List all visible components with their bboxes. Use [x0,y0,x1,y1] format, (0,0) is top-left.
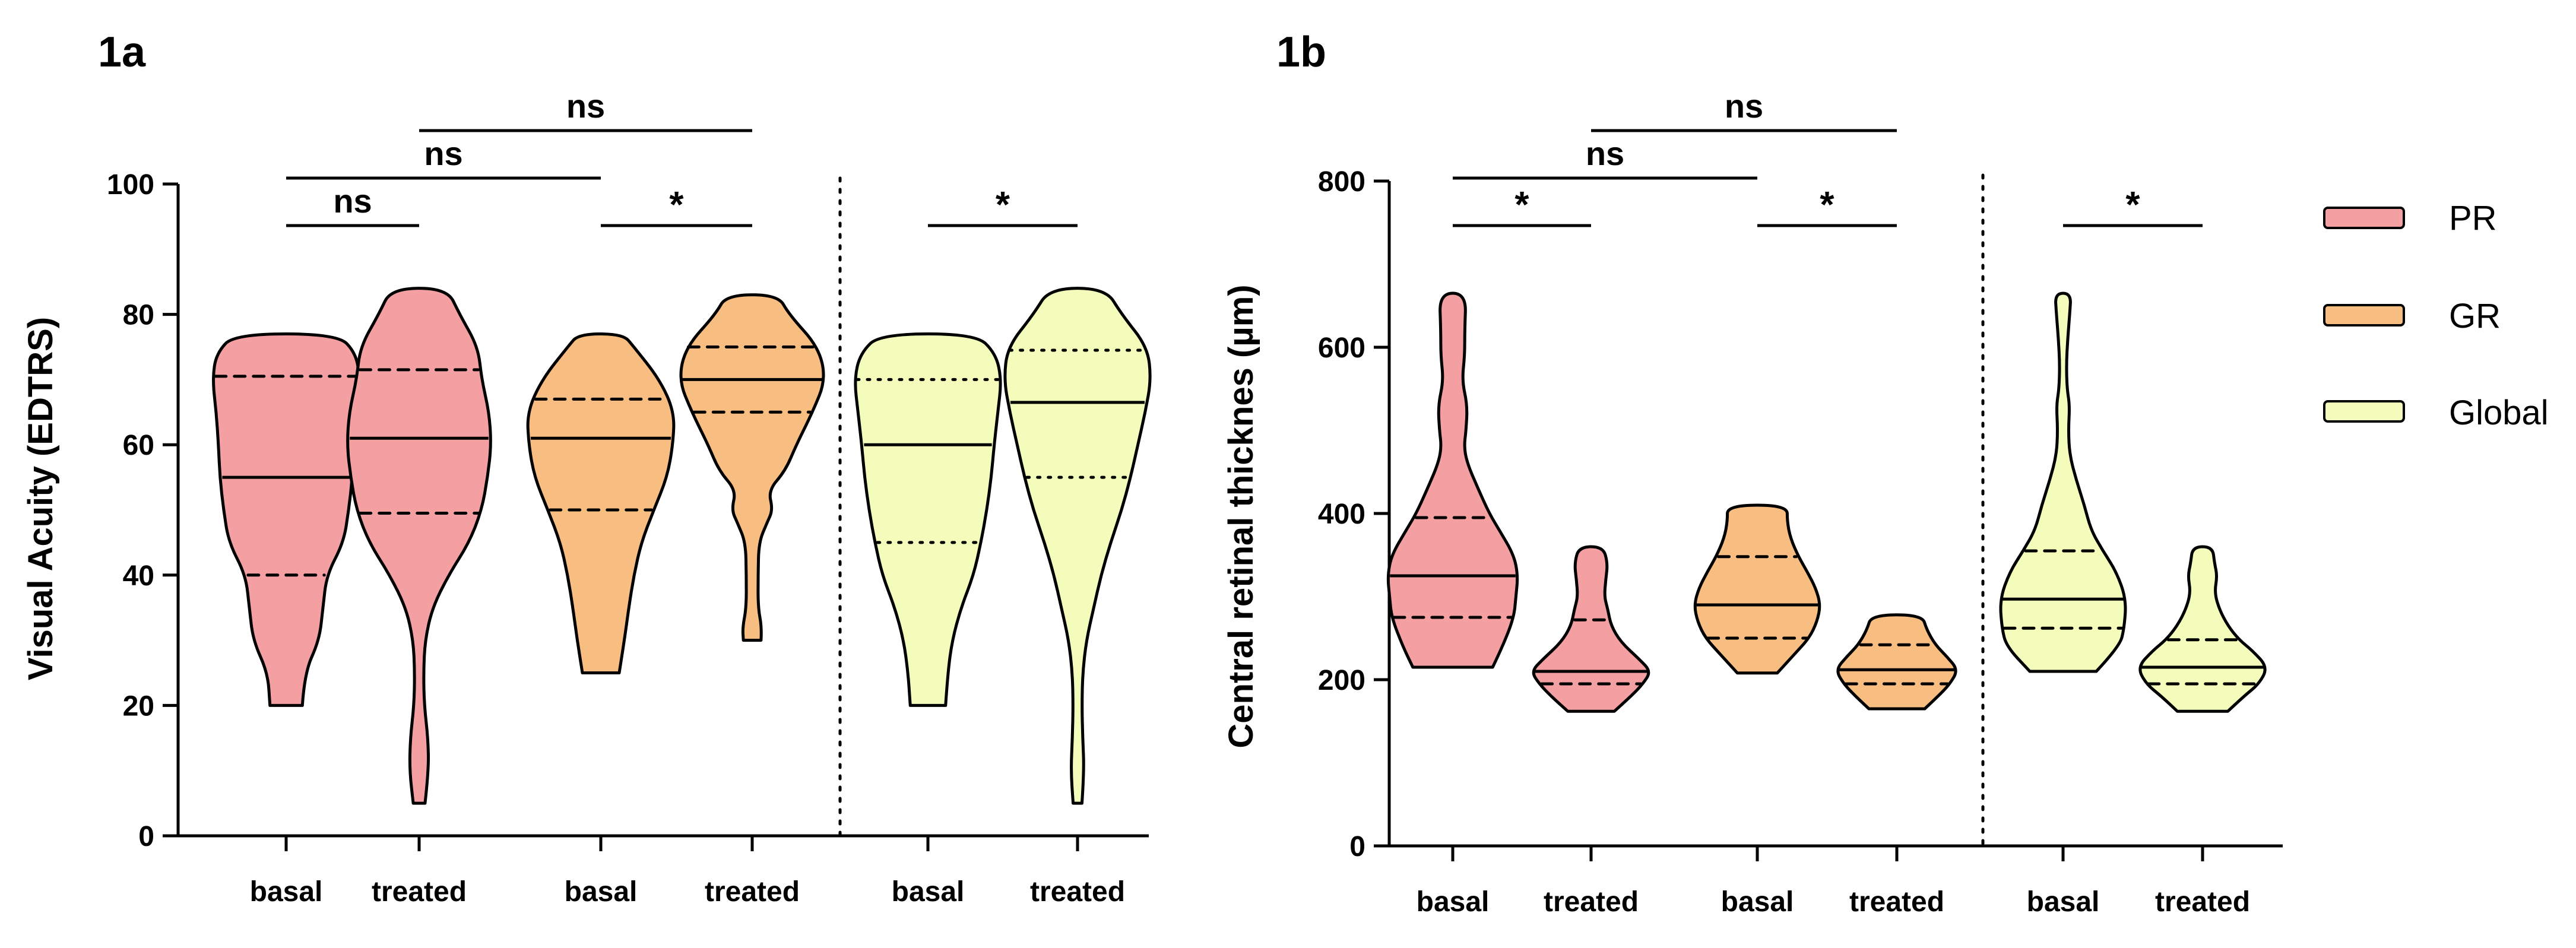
violin-pr-basal [1386,291,1519,669]
x-tick-label-treated: treated [2155,886,2250,918]
legend-swatch-gr [2323,304,2405,326]
panel-1b-violins [1386,291,2267,713]
violin-pr-treated [1532,545,1650,713]
panel-1b-y-axis-label: Central retinal thicknes (µm) [1222,284,1260,748]
x-tick-label-basal: basal [565,876,638,908]
x-tick-label-treated: treated [1849,886,1944,918]
panel-1b-axes: 0 200 400 600 800 [1318,166,2283,863]
significance-label: ns [424,135,462,172]
violin-global-treated [1003,287,1152,805]
significance-label: ns [333,182,372,220]
violin-gr-basal [526,332,676,674]
panel-1b-significance-brackets: * * ns ns * [1453,87,2203,227]
panel-1a-axes: 0 20 40 60 80 100 [107,169,1149,852]
significance-label: ns [566,87,605,125]
legend-label-pr: PR [2449,199,2497,237]
significance-label: ns [1586,135,1624,172]
violin-global-basal [1999,291,2127,673]
legend-label-global: Global [2449,394,2549,432]
significance-label: * [2125,185,2140,226]
y-tick-label: 0 [138,821,154,852]
panel-1a-significance-brackets: ns * ns ns * [286,87,1078,227]
significance-label: ns [1725,87,1763,125]
y-tick-label: 200 [1318,665,1365,696]
y-tick-label: 80 [123,300,154,331]
x-tick-label-treated: treated [1544,886,1639,918]
y-tick-label: 20 [123,690,154,722]
y-tick-label: 400 [1318,499,1365,530]
violin-gr-treated [1836,613,1957,711]
x-tick-label-basal: basal [250,876,323,908]
violin-pr-basal [212,332,360,707]
significance-label: * [1820,185,1834,226]
panel-1b-title: 1b [1276,28,1326,76]
y-tick-label: 800 [1318,166,1365,198]
panel-1a-title: 1a [98,28,146,76]
legend-swatch-global [2323,400,2405,423]
x-tick-label-treated: treated [1030,876,1125,908]
y-tick-label: 100 [107,169,154,201]
y-tick-label: 0 [1349,831,1365,863]
violin-gr-treated [679,293,825,642]
violin-pr-treated [346,287,492,805]
x-tick-label-basal: basal [892,876,965,908]
violin-global-treated [2138,545,2267,713]
violin-gr-basal [1693,503,1821,675]
panel-1a-x-tick-labels: basal treated basal treated basal treated [250,876,1125,908]
x-tick-label-basal: basal [2027,886,2100,918]
violin-global-basal [854,332,1002,707]
y-tick-label: 40 [123,560,154,592]
panel-1a-violins [212,287,1152,805]
panel-1a-y-axis-label: Visual Acuity (EDTRS) [21,317,60,680]
panel-1b-x-tick-labels: basal treated basal treated basal treated [1417,886,2250,918]
significance-label: * [1514,185,1529,226]
legend-item-pr: PR [2323,199,2497,237]
significance-label: * [669,185,684,226]
x-tick-label-treated: treated [705,876,800,908]
legend-item-global: Global [2323,394,2549,432]
legend-swatch-pr [2323,207,2405,229]
panel-1b: 1b Central retinal thicknes (µm) 0 200 400… [1222,28,2283,918]
y-tick-label: 60 [123,430,154,461]
x-tick-label-treated: treated [372,876,467,908]
y-tick-label: 600 [1318,332,1365,364]
panel-1a: 1a Visual Acuity (EDTRS) 0 20 40 60 80 100 ns… [21,28,1152,908]
legend-item-gr: GR [2323,297,2501,335]
x-tick-label-basal: basal [1417,886,1490,918]
x-tick-label-basal: basal [1721,886,1794,918]
legend: PR GR Global [2323,199,2549,432]
significance-label: * [996,185,1010,226]
legend-label-gr: GR [2449,297,2501,335]
